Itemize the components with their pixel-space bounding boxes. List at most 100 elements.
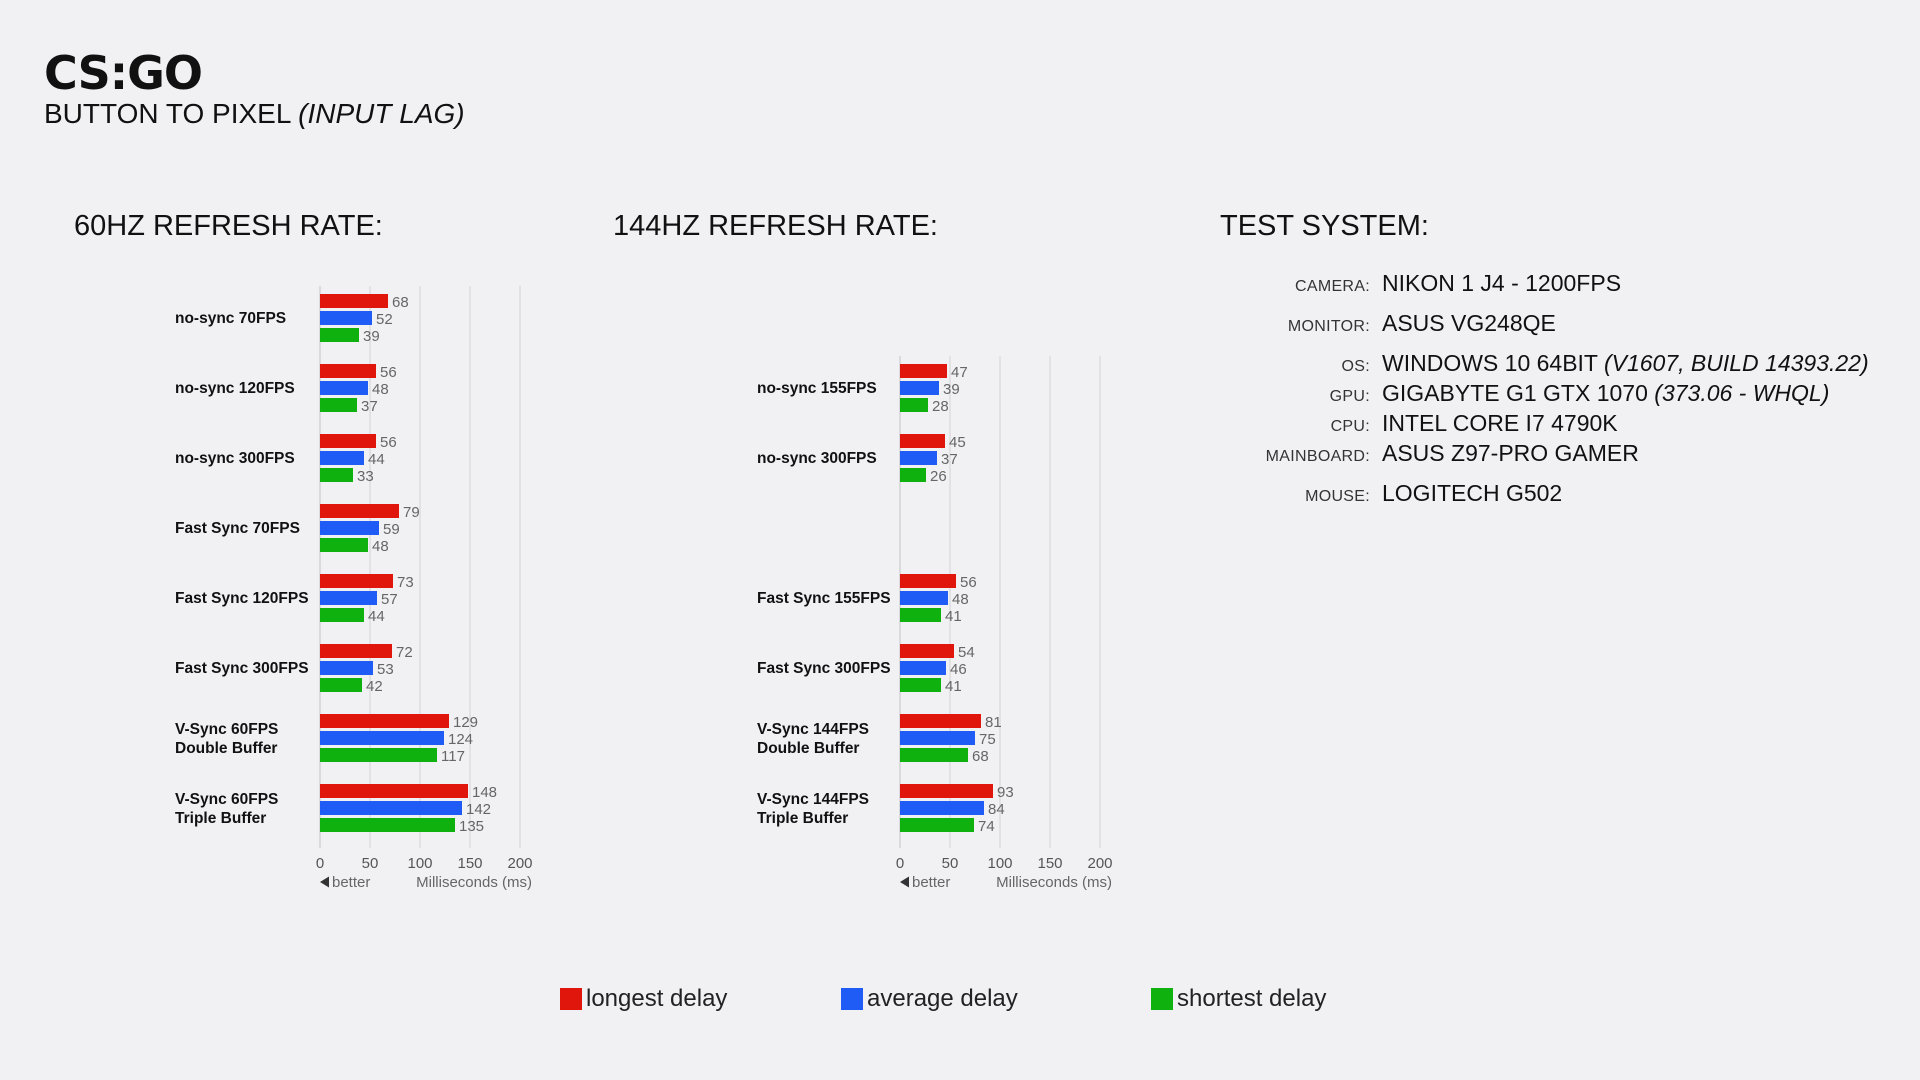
x-axis-label: Milliseconds (ms) — [996, 874, 1112, 891]
data-label: 46 — [950, 661, 967, 678]
data-label: 81 — [985, 714, 1002, 731]
test-system-row: OS: WINDOWS 10 64BIT (V1607, BUILD 14393.… — [1190, 350, 1869, 377]
bar — [320, 591, 377, 605]
test-system-value: NIKON 1 J4 - 1200FPS — [1382, 270, 1621, 297]
test-system-value-text: WINDOWS 10 64BIT — [1382, 350, 1604, 376]
test-system-value-text: LOGITECH G502 — [1382, 480, 1563, 506]
data-label: 148 — [472, 784, 497, 801]
data-label: 74 — [978, 818, 995, 835]
test-system-value: ASUS Z97-PRO GAMER — [1382, 440, 1639, 467]
data-label: 93 — [997, 784, 1014, 801]
category-label: V-Sync 144FPS — [757, 721, 869, 738]
data-label: 39 — [363, 328, 380, 345]
data-label: 56 — [380, 434, 397, 451]
tick-label: 200 — [1087, 855, 1112, 872]
data-label: 48 — [372, 538, 389, 555]
bar — [320, 644, 392, 658]
data-label: 26 — [930, 468, 947, 485]
test-system-row: CPU: INTEL CORE I7 4790K — [1190, 410, 1618, 437]
category-label: Fast Sync 155FPS — [757, 590, 891, 607]
bar — [900, 678, 941, 692]
bar — [900, 574, 956, 588]
category-label: Double Buffer — [175, 740, 277, 757]
test-system-value-note: (V1607, BUILD 14393.22) — [1603, 350, 1869, 376]
bar — [900, 784, 993, 798]
section-title-144hz: 144HZ REFRESH RATE: — [613, 210, 938, 242]
data-label: 135 — [459, 818, 484, 835]
bar — [320, 328, 359, 342]
bar — [320, 468, 353, 482]
bar — [320, 818, 455, 832]
category-label: no-sync 300FPS — [175, 450, 295, 467]
tick-label: 0 — [896, 855, 904, 872]
legend-label-average: average delay — [867, 985, 1018, 1012]
bar — [320, 504, 399, 518]
bar — [320, 294, 388, 308]
bar — [900, 451, 937, 465]
data-label: 44 — [368, 451, 385, 468]
test-system-key: MAINBOARD: — [1265, 448, 1370, 465]
data-label: 59 — [383, 521, 400, 538]
data-label: 68 — [392, 294, 409, 311]
category-label: Fast Sync 70FPS — [175, 520, 300, 537]
data-label: 52 — [376, 311, 393, 328]
bar — [320, 608, 364, 622]
category-label: Triple Buffer — [757, 810, 848, 827]
test-system-value-text: INTEL CORE I7 4790K — [1382, 410, 1618, 436]
data-label: 68 — [972, 748, 989, 765]
bar — [320, 521, 379, 535]
bar — [900, 398, 928, 412]
bar — [900, 818, 974, 832]
tick-label: 50 — [362, 855, 379, 872]
bar — [320, 801, 462, 815]
test-system-value-note: (373.06 - WHQL) — [1654, 380, 1830, 406]
data-label: 54 — [958, 644, 975, 661]
test-system-key: CPU: — [1330, 418, 1370, 435]
category-label: V-Sync 60FPS — [175, 721, 278, 738]
test-system-value: GIGABYTE G1 GTX 1070 (373.06 - WHQL) — [1382, 380, 1829, 407]
page-subtitle: BUTTON TO PIXEL (INPUT LAG) — [44, 98, 465, 130]
bar — [900, 468, 926, 482]
bar — [320, 451, 364, 465]
legend-swatch-longest — [560, 988, 582, 1010]
x-axis-label: Milliseconds (ms) — [416, 874, 532, 891]
subtitle-main: BUTTON TO PIXEL — [44, 98, 299, 129]
legend-label-longest: longest delay — [586, 985, 728, 1012]
legend-swatch-shortest — [1151, 988, 1173, 1010]
data-label: 56 — [380, 364, 397, 381]
data-label: 42 — [366, 678, 383, 695]
test-system-row: GPU: GIGABYTE G1 GTX 1070 (373.06 - WHQL) — [1190, 380, 1830, 407]
bar — [320, 678, 362, 692]
section-title-60hz: 60HZ REFRESH RATE: — [74, 210, 383, 242]
bar — [320, 398, 357, 412]
tick-label: 100 — [987, 855, 1012, 872]
category-label: Fast Sync 300FPS — [757, 660, 891, 677]
tick-label: 200 — [507, 855, 532, 872]
tick-label: 150 — [1037, 855, 1062, 872]
test-system-row: MONITOR: ASUS VG248QE — [1190, 310, 1556, 337]
bar — [900, 644, 954, 658]
data-label: 41 — [945, 678, 962, 695]
data-label: 72 — [396, 644, 413, 661]
test-system-value: WINDOWS 10 64BIT (V1607, BUILD 14393.22) — [1382, 350, 1869, 377]
test-system-value: ASUS VG248QE — [1382, 310, 1556, 337]
test-system-key: CAMERA: — [1295, 278, 1370, 295]
tick-label: 50 — [942, 855, 959, 872]
test-system-row: MAINBOARD: ASUS Z97-PRO GAMER — [1190, 440, 1639, 467]
bar — [900, 731, 975, 745]
data-label: 117 — [441, 748, 465, 765]
bar — [320, 714, 449, 728]
axis-note-better: better — [332, 874, 370, 891]
data-label: 53 — [377, 661, 394, 678]
bar — [900, 748, 968, 762]
data-label: 48 — [952, 591, 969, 608]
better-arrow-icon — [320, 876, 329, 888]
category-label: no-sync 120FPS — [175, 380, 295, 397]
tick-label: 0 — [316, 855, 324, 872]
page-title: CS:GO — [44, 46, 203, 100]
legend-label-shortest: shortest delay — [1177, 985, 1327, 1012]
data-label: 44 — [368, 608, 385, 625]
data-label: 41 — [945, 608, 962, 625]
